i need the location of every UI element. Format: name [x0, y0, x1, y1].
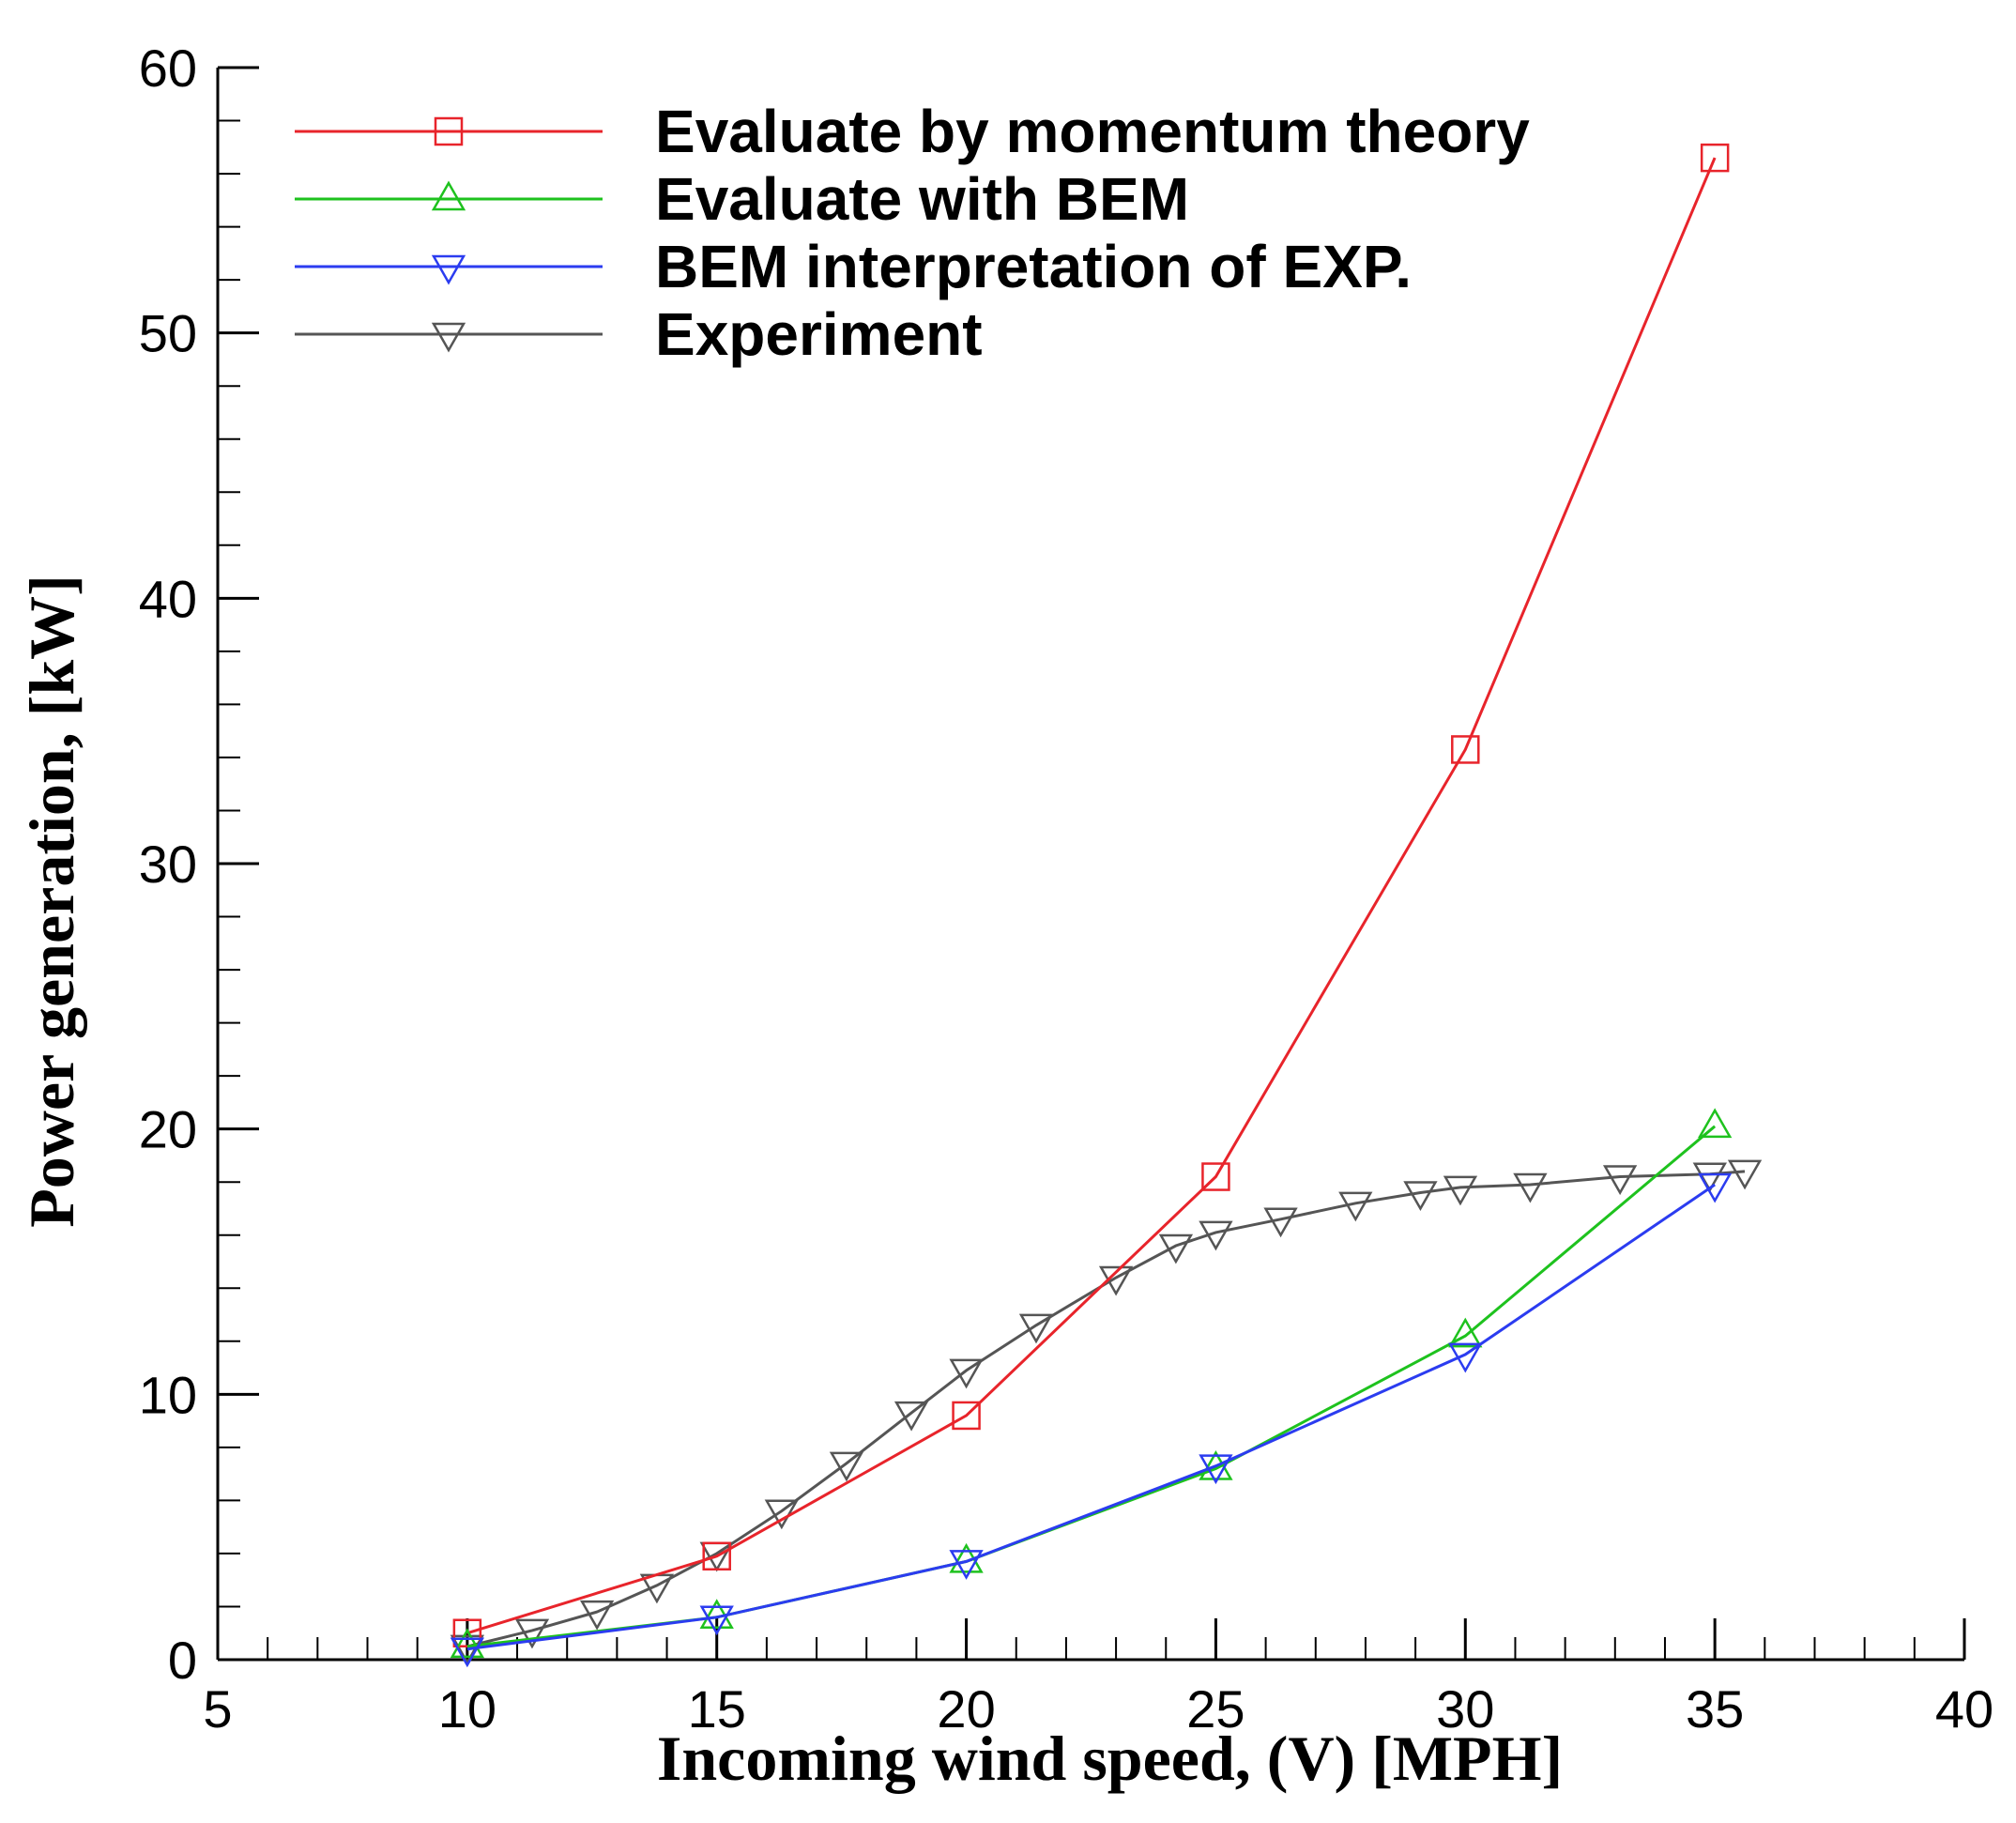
- series-line: [466, 1183, 1716, 1651]
- series-0: [452, 143, 1730, 1647]
- y-tick-label: 50: [139, 304, 197, 363]
- data-point: [702, 1541, 731, 1571]
- data-point: [1263, 1207, 1298, 1238]
- legend-marker: [431, 254, 466, 285]
- legend-marker: [431, 322, 466, 353]
- data-point: [1448, 1317, 1483, 1348]
- data-point: [1158, 1233, 1194, 1264]
- data-point: [1018, 1313, 1054, 1344]
- data-point: [1448, 1342, 1483, 1373]
- data-point: [452, 1618, 482, 1647]
- data-point: [1403, 1181, 1438, 1212]
- data-point: [1199, 1220, 1233, 1251]
- data-point: [1338, 1191, 1373, 1222]
- data-point: [1697, 1108, 1733, 1139]
- data-point: [1199, 1454, 1233, 1485]
- y-tick-label: 60: [139, 38, 197, 98]
- axes: 0 10 20 30 40 50 60 5 10 15 20 25 30 35 40: [139, 38, 1993, 1739]
- data-point: [450, 1637, 485, 1668]
- y-tick-label: 10: [139, 1365, 197, 1424]
- series-2: [450, 1172, 1733, 1668]
- y-tick-label: 0: [168, 1631, 197, 1690]
- data-point: [1443, 1175, 1478, 1206]
- y-tick-label: 30: [139, 835, 197, 894]
- legend-marker: [431, 180, 466, 211]
- x-tick-label: 5: [203, 1679, 232, 1739]
- y-tick-label: 20: [139, 1100, 197, 1159]
- data-point: [949, 1550, 984, 1580]
- x-tick-label: 30: [1436, 1679, 1494, 1739]
- data-point: [1602, 1165, 1638, 1196]
- legend-label: Evaluate by momentum theory: [655, 98, 1530, 165]
- series-line: [466, 1170, 1746, 1648]
- data-point: [1513, 1172, 1548, 1203]
- data-point: [949, 1358, 984, 1389]
- y-tick-label: 40: [139, 569, 197, 628]
- data-point: [1727, 1159, 1763, 1190]
- data-point: [514, 1618, 550, 1649]
- series-layer: [450, 143, 1763, 1668]
- legend-marker: [434, 116, 464, 146]
- x-axis-title: Incoming wind speed, (V) [MPH]: [657, 1723, 1563, 1794]
- x-tick-label: 20: [937, 1679, 995, 1739]
- data-point: [1451, 735, 1480, 764]
- data-point: [450, 1628, 485, 1659]
- legend-label: BEM interpretation of EXP.: [655, 233, 1412, 300]
- data-point: [952, 1401, 981, 1431]
- data-point: [1697, 1172, 1733, 1203]
- x-tick-label: 25: [1186, 1679, 1245, 1739]
- data-point: [1201, 1162, 1230, 1191]
- data-point: [1692, 1162, 1727, 1193]
- x-tick-label: 15: [688, 1679, 746, 1739]
- legend-label: Evaluate with BEM: [655, 165, 1189, 233]
- series-3: [450, 1159, 1763, 1665]
- series-line: [466, 157, 1717, 1635]
- x-tick-label: 35: [1686, 1679, 1744, 1739]
- series-line: [466, 1125, 1717, 1648]
- x-tick-label: 40: [1935, 1679, 1993, 1739]
- x-tick-label: 10: [438, 1679, 496, 1739]
- data-point: [1199, 1449, 1233, 1480]
- data-point: [579, 1600, 615, 1631]
- data-point: [1700, 143, 1730, 173]
- data-point: [893, 1401, 929, 1432]
- data-point: [829, 1451, 864, 1482]
- legend-label: Experiment: [655, 300, 983, 368]
- y-axis-title: Power generation, [kW]: [16, 574, 87, 1228]
- data-point: [699, 1605, 734, 1636]
